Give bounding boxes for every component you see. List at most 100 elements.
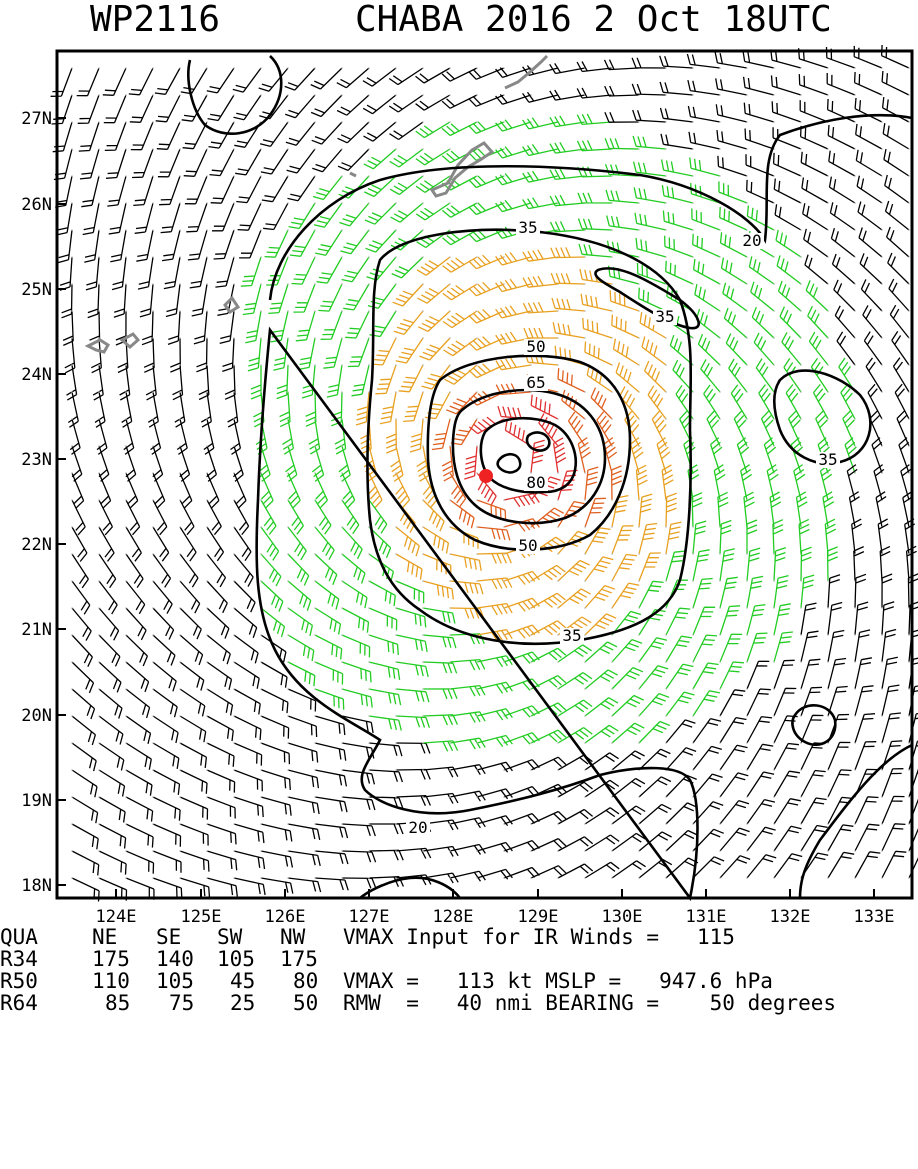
wind-barb <box>179 823 209 846</box>
grid-point <box>530 607 532 609</box>
grid-point <box>206 580 208 582</box>
wind-barb <box>664 235 694 258</box>
wind-barb <box>152 499 168 536</box>
grid-point <box>287 94 289 96</box>
grid-point <box>233 175 235 177</box>
grid-point <box>665 715 667 717</box>
wind-barb <box>341 553 366 584</box>
grid-point <box>260 580 262 582</box>
contour-label: 50 <box>518 536 537 555</box>
grid-point <box>233 121 235 123</box>
grid-point <box>71 148 73 150</box>
wind-barb <box>827 824 854 852</box>
wind-barb <box>57 229 73 264</box>
wind-barb <box>718 181 748 204</box>
wind-barb <box>884 174 910 204</box>
contour-65 <box>451 388 607 525</box>
wind-barb <box>314 472 328 509</box>
grid-point <box>908 121 910 123</box>
grid-point <box>422 256 424 258</box>
wind-barb <box>206 472 220 509</box>
wind-barb <box>772 152 802 177</box>
wind-barb <box>71 742 97 772</box>
wind-barb <box>719 605 741 636</box>
wind-barb <box>604 138 640 150</box>
grid-point <box>71 850 73 852</box>
grid-point <box>395 823 397 825</box>
grid-point <box>881 175 883 177</box>
grid-point <box>206 877 208 879</box>
wind-barb <box>449 472 467 508</box>
wind-barb <box>206 877 238 897</box>
grid-point <box>746 715 748 717</box>
wind-barb <box>206 661 233 690</box>
wind-barb <box>71 526 88 562</box>
wind-barb <box>232 67 262 93</box>
grid-point <box>449 580 451 582</box>
grid-point <box>233 769 235 771</box>
grid-point <box>449 877 451 879</box>
wind-barb <box>773 603 791 636</box>
grid-point <box>98 472 100 474</box>
wind-barb <box>896 410 910 447</box>
grid-point <box>395 67 397 69</box>
wind-barb <box>638 287 667 312</box>
wind-barb <box>362 67 397 87</box>
grid-point <box>773 94 775 96</box>
grid-point <box>449 229 451 231</box>
grid-point <box>233 472 235 474</box>
grid-point <box>530 364 532 366</box>
grid-point <box>422 499 424 501</box>
lat-label: 19N <box>21 791 52 811</box>
wind-barb <box>883 148 910 177</box>
grid-point <box>206 742 208 744</box>
wind-barb <box>167 310 181 346</box>
wind-barb <box>235 148 262 176</box>
grid-point <box>881 607 883 609</box>
grid-point <box>773 283 775 285</box>
wind-barb <box>449 737 486 750</box>
grid-point <box>665 580 667 582</box>
wind-barb <box>692 717 722 744</box>
wind-barb <box>287 553 310 586</box>
grid-point <box>395 553 397 555</box>
wind-barb <box>123 418 135 455</box>
grid-point <box>854 229 856 231</box>
grid-point <box>530 661 532 663</box>
wind-barb <box>611 832 646 852</box>
grid-point <box>422 229 424 231</box>
wind-barb <box>206 742 235 767</box>
wind-barb <box>287 796 320 815</box>
grid-point <box>71 418 73 420</box>
contour-35-east-island <box>773 369 872 465</box>
wind-barb <box>854 685 874 717</box>
grid-point <box>854 607 856 609</box>
wind-barb <box>233 661 260 689</box>
grid-point <box>71 175 73 177</box>
wind-barb <box>549 221 586 233</box>
grid-point <box>368 742 370 744</box>
grid-point <box>233 364 235 366</box>
grid-point <box>557 553 559 555</box>
wind-speed-contours <box>187 55 914 902</box>
wind-barb <box>125 850 155 874</box>
grid-point <box>233 148 235 150</box>
wind-barb <box>692 662 719 690</box>
wind-barb <box>125 661 150 693</box>
wind-barb <box>611 694 644 717</box>
wind-barb <box>631 83 667 96</box>
wind-barb <box>584 697 619 717</box>
wind-barb <box>744 128 775 150</box>
wind-barb <box>783 358 802 393</box>
grid-point <box>611 580 613 582</box>
wind-barb <box>129 94 154 123</box>
grid-point <box>854 553 856 555</box>
grid-point <box>827 445 829 447</box>
grid-point <box>719 148 721 150</box>
grid-point <box>233 283 235 285</box>
wind-barb <box>584 341 613 366</box>
grid-point <box>395 283 397 285</box>
grid-point <box>476 445 478 447</box>
wind-barb <box>287 634 315 662</box>
wind-barb <box>71 715 97 746</box>
